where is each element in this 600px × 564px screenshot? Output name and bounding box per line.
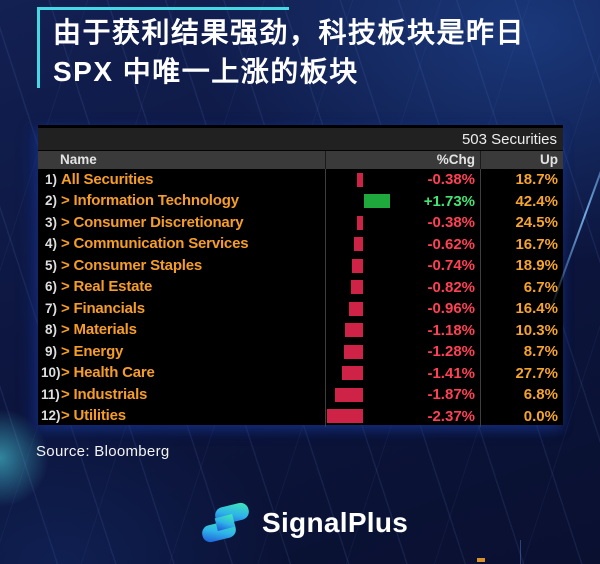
sector-name: > Consumer Staples: [61, 256, 203, 274]
sector-name: > Information Technology: [61, 192, 239, 210]
chg-bar: [357, 172, 363, 187]
chg-bar: [334, 387, 363, 402]
up-value: 0.0%: [480, 405, 563, 427]
brand-logo: SignalPlus: [200, 502, 408, 544]
chg-value: -0.74%: [427, 257, 475, 274]
row-number: 8): [44, 322, 57, 338]
chg-bar: [357, 215, 363, 230]
title-accent-left-line: [37, 7, 40, 88]
table-row[interactable]: 10)> Health Care -1.41% 27.7%: [38, 362, 563, 384]
up-value: 18.7%: [480, 169, 563, 191]
table-row[interactable]: 7) > Financials -0.96% 16.4%: [38, 298, 563, 320]
brand-name: SignalPlus: [262, 507, 409, 538]
page-title-line1: 由于获利结果强劲，科技板块是昨日: [53, 17, 526, 48]
up-value: 10.3%: [480, 319, 563, 341]
chg-bar: [364, 194, 390, 208]
chg-bar: [350, 280, 363, 294]
up-value: 27.7%: [480, 362, 563, 384]
up-value: 6.8%: [480, 384, 563, 406]
sector-name: > Materials: [61, 321, 137, 339]
chg-value: -0.96%: [427, 300, 475, 317]
row-number: 10): [41, 365, 61, 381]
table-row[interactable]: 12)> Utilities -2.37% 0.0%: [38, 405, 563, 427]
chg-bar: [345, 323, 363, 337]
row-number: 7): [44, 300, 57, 316]
row-number: 3): [44, 214, 57, 230]
sector-name: > Communication Services: [61, 235, 249, 253]
chg-value: -0.82%: [427, 278, 475, 296]
title-accent-top-line: [37, 7, 289, 10]
up-value: 18.9%: [480, 255, 563, 277]
sector-name: All Securities: [61, 170, 154, 188]
row-number: 12): [41, 408, 61, 424]
table-body: 1) All Securities -0.38% 18.7% 2) > Inform…: [38, 169, 563, 427]
sector-name: > Industrials: [61, 385, 148, 403]
table-row[interactable]: 9) > Energy -1.28% 8.7%: [38, 341, 563, 363]
up-value: 24.5%: [480, 212, 563, 234]
sector-name: > Real Estate: [61, 278, 153, 296]
column-header-name[interactable]: Name: [60, 152, 97, 167]
row-number: 4): [44, 236, 57, 252]
chg-value: -1.18%: [427, 321, 475, 339]
up-value: 16.4%: [480, 298, 563, 320]
table-row[interactable]: 2) > Information Technology +1.73% 42.4%: [38, 190, 563, 212]
sector-name: > Consumer Discretionary: [61, 213, 244, 231]
row-number: 9): [44, 343, 57, 359]
bloomberg-sector-table: 503 Securities Name %Chg Up 1) All Securi…: [38, 125, 563, 427]
chg-bar: [348, 301, 363, 316]
signalplus-wave-icon: [202, 502, 249, 543]
chg-bar: [343, 344, 363, 359]
chg-value: -1.28%: [427, 343, 475, 360]
up-value: 42.4%: [480, 190, 563, 212]
circuit-dot-decoration: [477, 558, 485, 562]
chg-value: -0.38%: [427, 214, 475, 231]
page-title: 由于获利结果强劲，科技板块是昨日 SPX 中唯一上涨的板块: [53, 13, 525, 91]
chg-value: -1.87%: [427, 386, 475, 403]
table-row[interactable]: 11)> Industrials -1.87% 6.8%: [38, 384, 563, 406]
table-row[interactable]: 1) All Securities -0.38% 18.7%: [38, 169, 563, 191]
up-value: 8.7%: [480, 341, 563, 363]
table-row[interactable]: 4) > Communication Services -0.62% 16.7%: [38, 233, 563, 255]
sector-name: > Utilities: [61, 407, 126, 425]
chg-bar: [351, 258, 363, 273]
chg-value: -0.38%: [427, 171, 475, 188]
chg-value: -2.37%: [427, 407, 475, 425]
row-number: 2): [44, 193, 57, 209]
column-header-chg[interactable]: %Chg: [325, 151, 480, 169]
chg-value: -1.41%: [427, 364, 475, 382]
row-number: 6): [44, 279, 57, 295]
table-row[interactable]: 3) > Consumer Discretionary -0.38% 24.5%: [38, 212, 563, 234]
chg-value: +1.73%: [423, 192, 475, 210]
sector-name: > Energy: [61, 342, 124, 360]
table-header-row: Name %Chg Up: [38, 151, 563, 169]
source-caption: Source: Bloomberg: [36, 443, 170, 460]
chg-bar: [327, 409, 363, 423]
up-value: 6.7%: [480, 276, 563, 298]
sector-name: > Financials: [61, 299, 145, 317]
column-header-up[interactable]: Up: [480, 151, 563, 169]
table-row[interactable]: 5) > Consumer Staples -0.74% 18.9%: [38, 255, 563, 277]
chg-bar: [341, 366, 363, 380]
row-number: 11): [41, 386, 60, 402]
sector-name: > Health Care: [61, 364, 155, 382]
chg-value: -0.62%: [427, 235, 475, 253]
up-value: 16.7%: [480, 233, 563, 255]
chg-bar: [353, 237, 363, 251]
row-number: 5): [44, 257, 57, 273]
securities-count: 503 Securities: [38, 128, 563, 151]
circuit-line-decoration: [520, 540, 521, 564]
page-title-line2: SPX 中唯一上涨的板块: [53, 56, 359, 87]
table-row[interactable]: 8) > Materials -1.18% 10.3%: [38, 319, 563, 341]
row-number: 1): [44, 171, 57, 187]
table-row[interactable]: 6) > Real Estate -0.82% 6.7%: [38, 276, 563, 298]
